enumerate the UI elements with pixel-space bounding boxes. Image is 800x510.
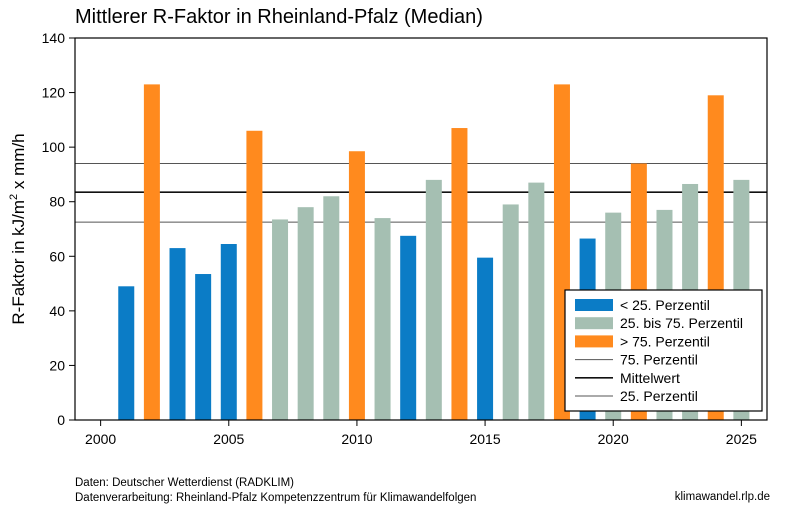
website: klimawandel.rlp.de xyxy=(674,491,770,503)
x-tick-label-2025: 2025 xyxy=(726,431,757,447)
bar-2017 xyxy=(528,182,545,420)
legend-swatch-mid xyxy=(575,317,613,330)
bar-2008 xyxy=(297,207,314,420)
y-axis-label: R-Faktor in kJ/m2 x mm/h xyxy=(8,133,28,324)
y-axis-label-main: R-Faktor in kJ/m xyxy=(9,200,28,325)
data-processing: Datenverarbeitung: Rheinland-Pfalz Kompe… xyxy=(75,492,477,504)
legend-label-high: > 75. Perzentil xyxy=(620,333,710,349)
y-tick-label-20: 20 xyxy=(49,357,65,373)
footer-credits: Daten: Deutscher Wetterdienst (RADKLIM) … xyxy=(75,476,476,506)
legend: < 25. Perzentil 25. bis 75. Perzentil > 75… xyxy=(564,289,763,412)
bar-2014 xyxy=(451,128,468,421)
y-axis: 0 20 40 60 80 100 120 140 xyxy=(42,30,75,428)
bar-2013 xyxy=(425,179,442,420)
y-axis-label-tail: x mm/h xyxy=(9,133,28,193)
legend-label-low: < 25. Perzentil xyxy=(620,297,710,313)
y-tick-label-80: 80 xyxy=(49,194,65,210)
legend-label-mean: Mittelwert xyxy=(620,370,680,386)
bar-2005 xyxy=(220,244,237,420)
x-tick-label-2015: 2015 xyxy=(469,431,500,447)
bar-2016 xyxy=(502,204,519,420)
bar-2015 xyxy=(477,257,494,420)
x-tick-label-2020: 2020 xyxy=(598,431,629,447)
bar-2002 xyxy=(143,84,160,420)
bar-2003 xyxy=(169,248,186,420)
y-tick-label-0: 0 xyxy=(57,412,65,428)
bar-2004 xyxy=(195,274,212,420)
bar-2006 xyxy=(246,130,263,420)
y-tick-label-40: 40 xyxy=(49,303,65,319)
legend-swatch-high xyxy=(575,335,613,348)
legend-label-p75: 75. Perzentil xyxy=(620,352,698,368)
reference-lines xyxy=(75,163,767,223)
x-tick-label-2005: 2005 xyxy=(213,431,244,447)
x-tick-label-2000: 2000 xyxy=(85,431,116,447)
y-axis-label-sup: 2 xyxy=(8,194,20,200)
chart-title: Mittlerer R-Faktor in Rheinland-Pfalz (M… xyxy=(75,6,483,28)
y-tick-label-120: 120 xyxy=(42,85,66,101)
plot-frame xyxy=(74,37,768,421)
legend-label-mid: 25. bis 75. Perzentil xyxy=(620,315,743,331)
bar-2012 xyxy=(400,235,417,420)
legend-swatch-low xyxy=(575,299,613,311)
bar-2009 xyxy=(323,196,340,420)
bar-2007 xyxy=(272,219,289,420)
bar-2001 xyxy=(118,286,135,420)
data-source: Daten: Deutscher Wetterdienst (RADKLIM) xyxy=(75,477,295,489)
y-tick-label-60: 60 xyxy=(49,248,65,264)
bar-2010 xyxy=(348,151,365,420)
y-tick-label-100: 100 xyxy=(42,139,66,155)
x-axis: 2000 2005 2010 2015 2020 2025 xyxy=(85,420,757,447)
legend-label-p25: 25. Perzentil xyxy=(620,388,698,404)
bar-2011 xyxy=(374,218,391,420)
x-tick-label-2010: 2010 xyxy=(341,431,372,447)
y-tick-label-140: 140 xyxy=(42,30,66,46)
